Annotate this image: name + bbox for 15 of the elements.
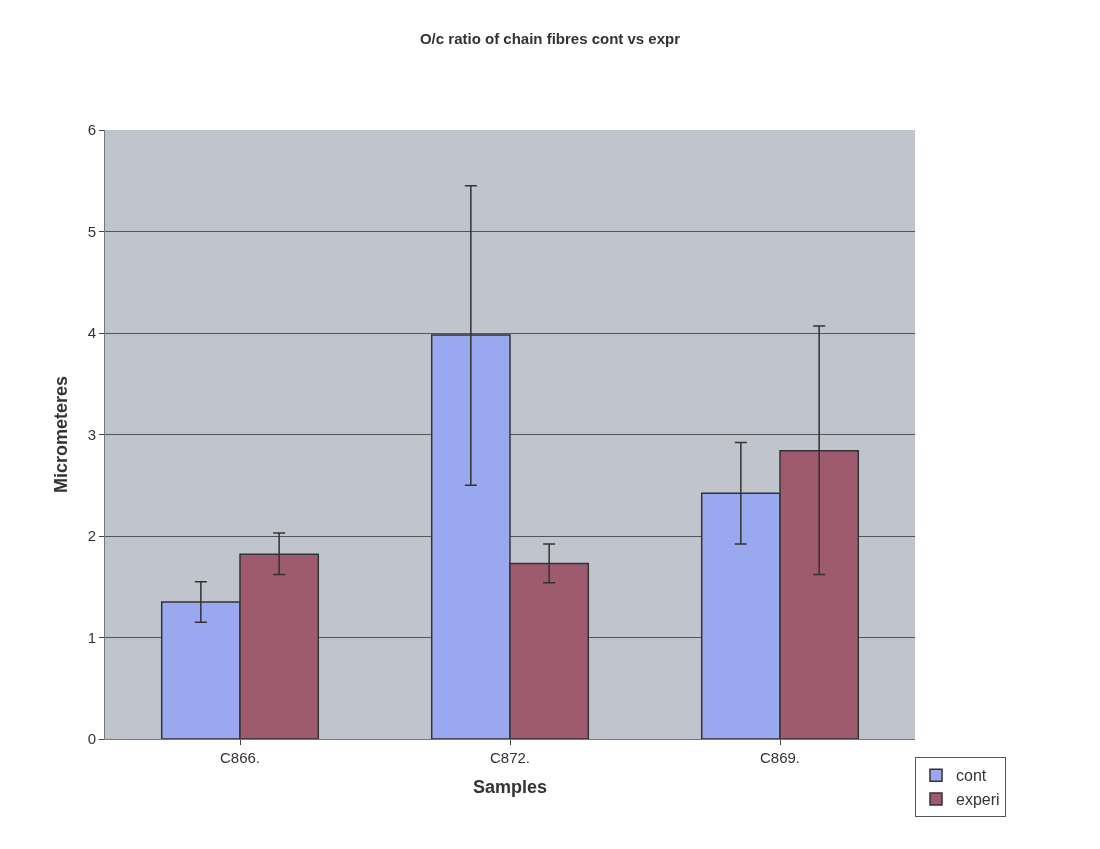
chart-title: O/c ratio of chain fibres cont vs expr (419, 30, 681, 48)
x-tick-label: C869. (759, 749, 801, 766)
y-tick-label: 6 (87, 121, 96, 139)
y-tick-label: 3 (87, 425, 96, 443)
y-tick-label: 2 (87, 527, 96, 545)
y-tick-label: 0 (87, 730, 96, 748)
y-tick-label: 4 (87, 324, 96, 342)
y-axis-title: Micrometeres (50, 375, 71, 494)
legend-label: experi (956, 791, 1000, 809)
x-tick-label: C872. (489, 749, 531, 766)
y-tick-label: 1 (87, 628, 96, 646)
x-axis-title: Samples (472, 777, 548, 798)
legend-label: cont (956, 767, 987, 785)
y-tick-label: 5 (87, 222, 96, 240)
x-tick-label: C866. (219, 749, 261, 766)
